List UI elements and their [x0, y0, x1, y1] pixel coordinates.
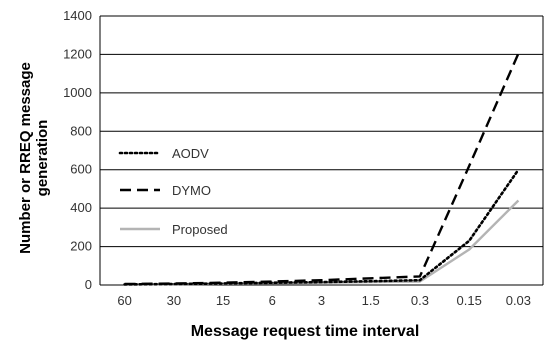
y-tick-label: 400 [70, 200, 92, 215]
x-tick-label: 30 [167, 293, 181, 308]
y-axis-ticks: 0 200 400 600 800 1000 1200 1400 [63, 8, 92, 292]
x-axis-title: Message request time interval [191, 323, 420, 340]
y-tick-label: 800 [70, 123, 92, 138]
x-tick-label: 0.03 [506, 293, 531, 308]
x-tick-label: 0.3 [411, 293, 429, 308]
legend: AODV DYMO Proposed [120, 146, 228, 237]
y-axis-title-line-2: generation [34, 120, 51, 197]
x-tick-label: 6 [269, 293, 276, 308]
y-tick-label: 600 [70, 162, 92, 177]
x-tick-label: 15 [216, 293, 230, 308]
x-tick-label: 1.5 [362, 293, 380, 308]
x-tick-label: 3 [318, 293, 325, 308]
series-lines [125, 54, 519, 285]
y-tick-label: 1000 [63, 85, 92, 100]
y-tick-label: 0 [85, 277, 92, 292]
x-axis-ticks: 60 30 15 6 3 1.5 0.3 0.15 0.03 [117, 293, 531, 308]
x-tick-label: 60 [117, 293, 131, 308]
legend-label-dymo: DYMO [172, 183, 211, 198]
y-tick-label: 200 [70, 239, 92, 254]
y-tick-label: 1200 [63, 46, 92, 61]
x-tick-label: 0.15 [457, 293, 482, 308]
y-tick-label: 1400 [63, 8, 92, 23]
legend-label-proposed: Proposed [172, 222, 228, 237]
legend-label-aodv: AODV [172, 146, 209, 161]
y-axis-title-line-1: Number or RREQ message [17, 62, 34, 254]
series-line-proposed [125, 201, 519, 285]
